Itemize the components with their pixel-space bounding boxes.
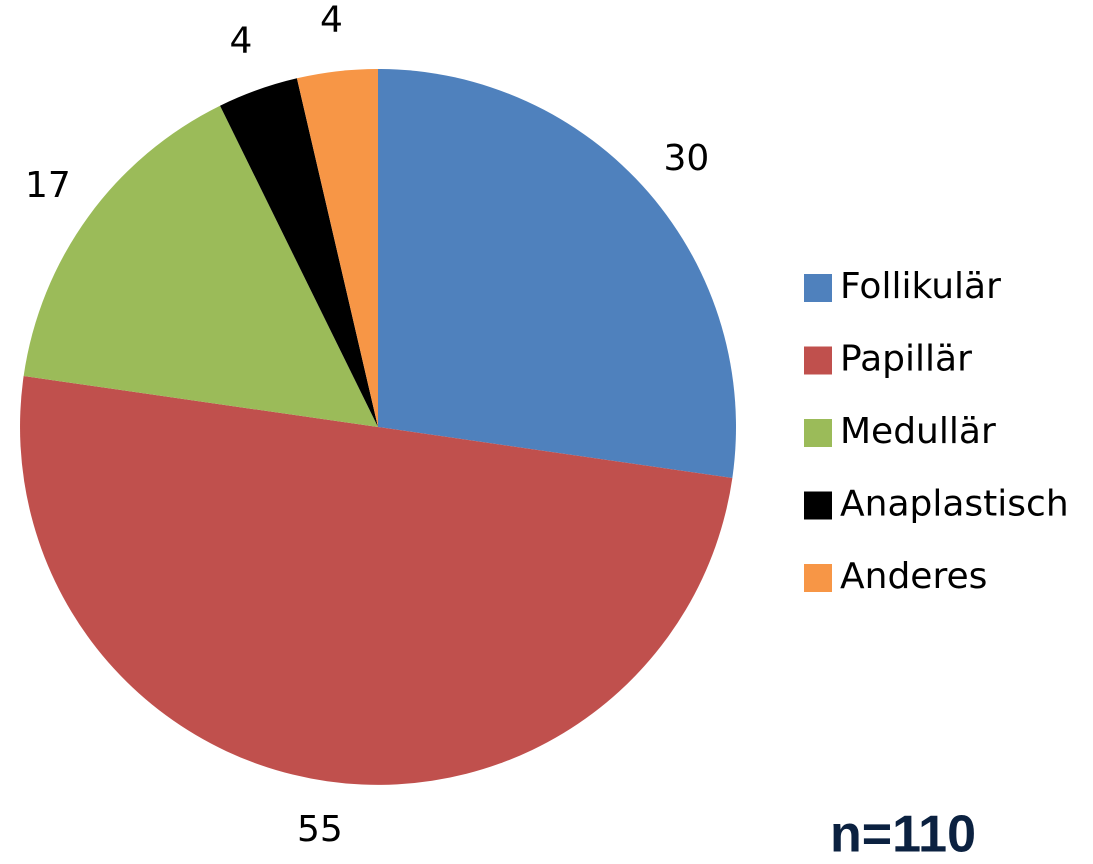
legend-label: Medullär: [840, 411, 996, 452]
legend-label: Follikulär: [840, 266, 1001, 307]
data-label: 17: [25, 165, 71, 206]
data-label: 30: [663, 138, 709, 179]
legend-swatch: [804, 274, 832, 302]
pie-slice: [20, 376, 733, 785]
annotation: n=110: [830, 806, 976, 864]
pie-slice: [296, 69, 378, 427]
legend-label: Anaplastisch: [840, 484, 1069, 525]
legend-swatch: [804, 419, 832, 447]
legend-swatch: [804, 346, 832, 375]
pie-slice: [23, 105, 379, 428]
pie-slice: [378, 69, 736, 478]
data-label: 4: [229, 21, 252, 62]
legend-swatch: [804, 491, 832, 520]
legend-label: Anderes: [840, 556, 987, 597]
data-label: 4: [320, 0, 343, 41]
legend-label: Papillär: [840, 339, 972, 380]
pie-slice: [220, 78, 378, 427]
legend-swatch: [804, 564, 832, 592]
data-label: 55: [297, 809, 343, 850]
